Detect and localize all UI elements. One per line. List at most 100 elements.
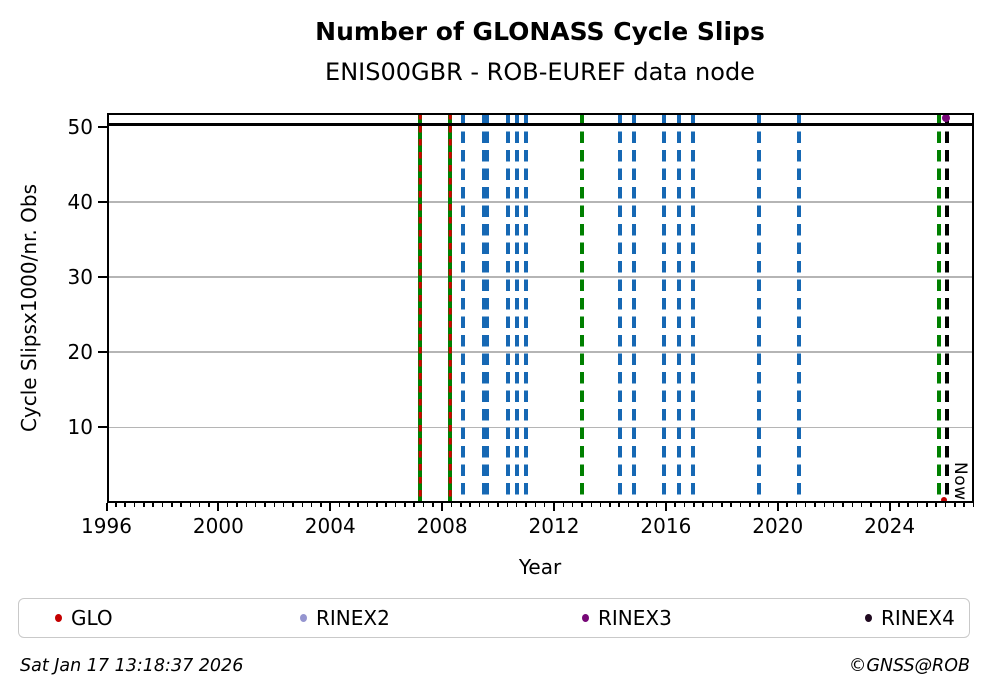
event-line-green-dash bbox=[579, 113, 584, 503]
x-minor-tick bbox=[879, 502, 882, 507]
x-minor-tick bbox=[683, 502, 686, 507]
x-axis-label: Year bbox=[518, 555, 562, 579]
x-minor-tick bbox=[189, 502, 192, 507]
x-minor-tick bbox=[814, 502, 816, 507]
x-minor-tick bbox=[394, 502, 397, 507]
event-line-green-dash bbox=[936, 113, 941, 503]
y-tick-label-20: 20 bbox=[67, 340, 93, 365]
x-minor-tick bbox=[758, 502, 760, 507]
x-tick-label-1996: 1996 bbox=[81, 514, 132, 538]
plot-area: Now bbox=[106, 113, 974, 503]
x-minor-tick bbox=[767, 502, 770, 507]
y-tick-label-30: 30 bbox=[67, 264, 93, 289]
x-minor-tick bbox=[599, 502, 602, 507]
event-line-blue-dash bbox=[690, 113, 695, 503]
x-minor-tick bbox=[739, 502, 742, 507]
timestamp: Sat Jan 17 13:18:37 2026 bbox=[20, 656, 244, 676]
event-line-blue-dash bbox=[523, 113, 528, 503]
x-tick-label-2012: 2012 bbox=[528, 514, 580, 538]
x-minor-tick bbox=[972, 502, 975, 507]
clip-line bbox=[106, 122, 974, 126]
x-minor-tick bbox=[161, 502, 164, 507]
gridline-y-20 bbox=[106, 351, 974, 353]
y-tick-30 bbox=[98, 275, 107, 278]
copyright: ©GNSS@ROB bbox=[848, 656, 970, 676]
x-minor-tick bbox=[357, 502, 359, 507]
x-minor-tick bbox=[609, 502, 611, 507]
y-tick-40 bbox=[98, 200, 107, 203]
chart-subtitle: ENIS00GBR - ROB-EUREF data node bbox=[325, 58, 755, 86]
x-minor-tick bbox=[786, 502, 788, 507]
x-tick-label-2008: 2008 bbox=[416, 514, 468, 538]
y-tick-50 bbox=[98, 125, 107, 128]
x-minor-tick bbox=[898, 502, 900, 507]
x-major-tick bbox=[105, 502, 108, 511]
x-minor-tick bbox=[646, 502, 648, 507]
event-line-blue-dash bbox=[661, 113, 666, 503]
x-minor-tick bbox=[264, 502, 266, 507]
x-minor-tick bbox=[180, 502, 182, 507]
y-tick-label-50: 50 bbox=[67, 114, 93, 139]
x-minor-tick bbox=[450, 502, 453, 507]
x-minor-tick bbox=[627, 502, 630, 507]
x-minor-tick bbox=[497, 502, 499, 507]
event-line-blue-dash-thick bbox=[482, 113, 489, 503]
event-line-green-solid-red-dash bbox=[418, 113, 423, 503]
x-minor-tick bbox=[870, 502, 872, 507]
x-minor-tick bbox=[422, 502, 425, 507]
y-tick-10 bbox=[98, 426, 107, 429]
x-minor-tick bbox=[637, 502, 639, 507]
legend-item-rinex3: RINEX3 bbox=[582, 599, 672, 636]
x-minor-tick bbox=[366, 502, 369, 507]
x-minor-tick bbox=[515, 502, 518, 507]
x-minor-tick bbox=[590, 502, 593, 507]
x-minor-tick bbox=[198, 502, 201, 507]
x-minor-tick bbox=[860, 502, 863, 507]
x-minor-tick bbox=[832, 502, 835, 507]
x-minor-tick bbox=[907, 502, 909, 507]
x-minor-tick bbox=[711, 502, 714, 507]
x-minor-tick bbox=[133, 502, 136, 507]
event-line-blue-dash bbox=[631, 113, 636, 503]
event-line-black-dash bbox=[944, 113, 949, 503]
x-tick-label-2020: 2020 bbox=[752, 514, 804, 538]
x-minor-tick bbox=[534, 502, 537, 507]
x-minor-tick bbox=[282, 502, 285, 507]
x-minor-tick bbox=[152, 502, 154, 507]
event-line-blue-dash bbox=[460, 113, 465, 503]
x-minor-tick bbox=[581, 502, 583, 507]
x-minor-tick bbox=[749, 502, 751, 507]
x-minor-tick bbox=[674, 502, 676, 507]
x-major-tick bbox=[664, 502, 667, 511]
x-minor-tick bbox=[478, 502, 481, 507]
x-tick-label-2016: 2016 bbox=[640, 514, 692, 538]
y-axis-label: Cycle Slipsx1000/nr. Obs bbox=[17, 183, 41, 433]
x-minor-tick bbox=[143, 502, 145, 507]
x-minor-tick bbox=[273, 502, 276, 507]
x-minor-tick bbox=[730, 502, 732, 507]
event-line-blue-dash bbox=[756, 113, 761, 503]
x-tick-label-2000: 2000 bbox=[192, 514, 244, 538]
y-tick-20 bbox=[98, 351, 107, 354]
x-minor-tick bbox=[320, 502, 322, 507]
rinex3-point bbox=[941, 113, 950, 122]
gridline-y-40 bbox=[106, 200, 974, 203]
gridline-y-10 bbox=[106, 426, 974, 429]
x-minor-tick bbox=[348, 502, 350, 507]
x-minor-tick bbox=[935, 502, 937, 507]
x-minor-tick bbox=[851, 502, 854, 507]
x-minor-tick bbox=[693, 502, 695, 507]
x-minor-tick bbox=[795, 502, 798, 507]
x-major-tick bbox=[329, 502, 332, 511]
x-minor-tick bbox=[823, 502, 826, 507]
legend: GLO RINEX2 RINEX3 RINEX4 bbox=[18, 598, 970, 638]
chart-title: Number of GLONASS Cycle Slips bbox=[315, 17, 765, 46]
x-tick-label-2004: 2004 bbox=[304, 514, 356, 538]
gridline-y-30 bbox=[106, 276, 974, 278]
legend-item-glo: GLO bbox=[55, 599, 113, 636]
event-line-blue-dash bbox=[797, 113, 802, 503]
x-minor-tick bbox=[460, 502, 462, 507]
x-minor-tick bbox=[525, 502, 527, 507]
x-minor-tick bbox=[254, 502, 257, 507]
legend-item-rinex2: RINEX2 bbox=[300, 599, 390, 636]
